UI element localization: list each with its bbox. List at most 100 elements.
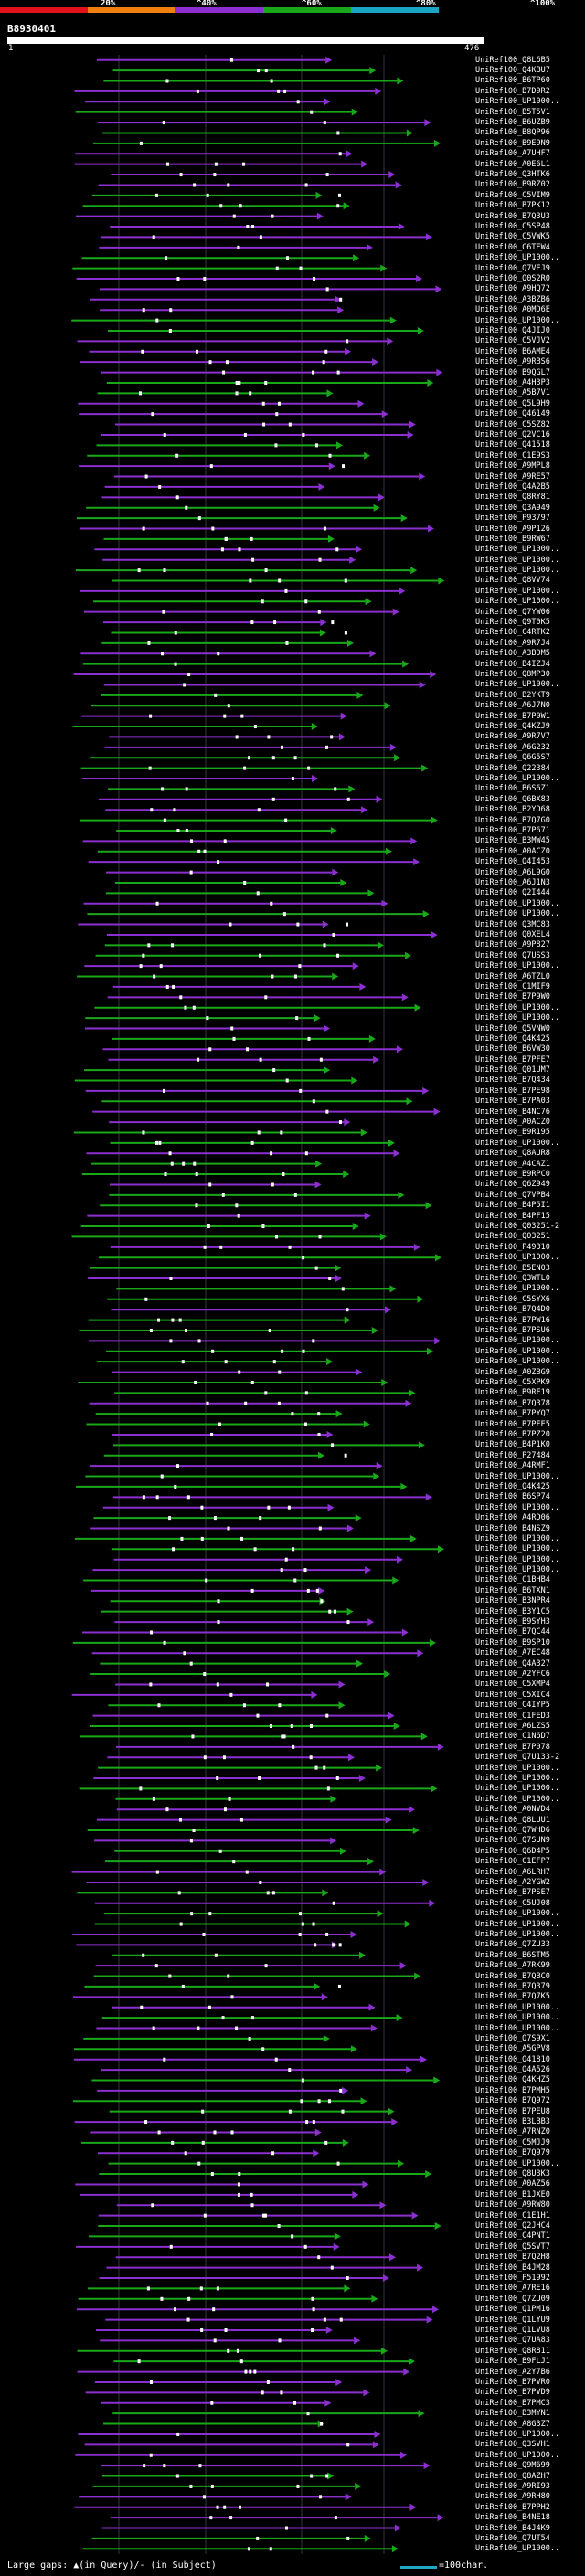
- hit-label[interactable]: UniRef100_B4NSZ9: [475, 1523, 550, 1533]
- hit-label[interactable]: UniRef100_B6VW30: [475, 1044, 550, 1055]
- hit-label[interactable]: UniRef100_B7Q379: [475, 1981, 550, 1991]
- hit-label[interactable]: UniRef100_UP1000..: [475, 2013, 560, 2023]
- hit-label[interactable]: UniRef100_B7PEU8: [475, 2106, 550, 2116]
- hit-label[interactable]: UniRef100_Q7VPB4: [475, 1190, 550, 1200]
- hit-label[interactable]: UniRef100_B3LBB3: [475, 2117, 550, 2127]
- hit-label[interactable]: UniRef100_B7Q2H8: [475, 2253, 550, 2263]
- hit-label[interactable]: UniRef100_B6STM5: [475, 1950, 550, 1960]
- hit-label[interactable]: UniRef100_Q6G5S7: [475, 753, 550, 763]
- hit-label[interactable]: UniRef100_Q7WHD6: [475, 1825, 550, 1835]
- hit-label[interactable]: UniRef100_B6TXN1: [475, 1585, 550, 1595]
- hit-label[interactable]: UniRef100_Q7SUN9: [475, 1836, 550, 1846]
- hit-label[interactable]: UniRef100_UP1000..: [475, 2158, 560, 2168]
- hit-label[interactable]: UniRef100_B7P078: [475, 1742, 550, 1752]
- hit-label[interactable]: UniRef100_Q7U133-2: [475, 1753, 560, 1763]
- hit-label[interactable]: UniRef100_UP1000..: [475, 1784, 560, 1794]
- hit-label[interactable]: UniRef100_UP1000..: [475, 1002, 560, 1012]
- hit-label[interactable]: UniRef100_Q7USS3: [475, 950, 550, 960]
- hit-label[interactable]: UniRef100_B9RZ02: [475, 180, 550, 190]
- hit-label[interactable]: UniRef100_A7RK99: [475, 1961, 550, 1971]
- hit-label[interactable]: UniRef100_C5XMP4: [475, 1680, 550, 1690]
- hit-label[interactable]: UniRef100_B4IZJ4: [475, 659, 550, 669]
- hit-label[interactable]: UniRef100_Q1PM16: [475, 2305, 550, 2315]
- hit-label[interactable]: UniRef100_UP1000..: [475, 1346, 560, 1356]
- hit-label[interactable]: UniRef100_A9HQ72: [475, 284, 550, 294]
- hit-label[interactable]: UniRef100_B3NPR4: [475, 1596, 550, 1606]
- hit-label[interactable]: UniRef100_A9R7V7: [475, 732, 550, 742]
- hit-label[interactable]: UniRef100_P51992: [475, 2274, 550, 2283]
- hit-label[interactable]: UniRef100_B3MW45: [475, 836, 550, 846]
- hit-label[interactable]: UniRef100_Q4KHZ5: [475, 2075, 550, 2085]
- hit-label[interactable]: UniRef100_C1N6D7: [475, 1732, 550, 1742]
- hit-label[interactable]: UniRef100_B7P9W0: [475, 992, 550, 1002]
- hit-label[interactable]: UniRef100_P27484: [475, 1450, 550, 1460]
- hit-label[interactable]: UniRef100_B3Y1C5: [475, 1606, 550, 1617]
- hit-label[interactable]: UniRef100_UP1000..: [475, 315, 560, 325]
- hit-label[interactable]: UniRef100_B7Q4D0: [475, 1305, 550, 1315]
- hit-label[interactable]: UniRef100_C5XIC4: [475, 1690, 550, 1700]
- hit-label[interactable]: UniRef100_C4RTK2: [475, 628, 550, 638]
- hit-label[interactable]: UniRef100_Q7ZU09: [475, 2294, 550, 2304]
- hit-label[interactable]: UniRef100_B9E9N9: [475, 138, 550, 148]
- hit-label[interactable]: UniRef100_B7PSU6: [475, 1325, 550, 1335]
- hit-label[interactable]: UniRef100_A0MD6E: [475, 305, 550, 315]
- hit-label[interactable]: UniRef100_B7PVR0: [475, 2377, 550, 2387]
- hit-label[interactable]: UniRef100_C4PNT1: [475, 2231, 550, 2242]
- hit-label[interactable]: UniRef100_Q22384: [475, 763, 550, 773]
- hit-label[interactable]: UniRef100_B7PVD9: [475, 2388, 550, 2398]
- hit-label[interactable]: UniRef100_UP1000..: [475, 2450, 560, 2460]
- hit-label[interactable]: UniRef100_Q41518: [475, 440, 550, 451]
- hit-label[interactable]: UniRef100_Q7VEJ9: [475, 263, 550, 273]
- hit-label[interactable]: UniRef100_UP1000..: [475, 253, 560, 263]
- hit-label[interactable]: UniRef100_Q7UT54: [475, 2533, 550, 2543]
- hit-label[interactable]: UniRef100_UP1000..: [475, 680, 560, 690]
- hit-label[interactable]: UniRef100_UP1000..: [475, 1929, 560, 1939]
- hit-label[interactable]: UniRef100_A6LRH7: [475, 1867, 550, 1877]
- hit-label[interactable]: UniRef100_A2Y7B6: [475, 2367, 550, 2377]
- hit-label[interactable]: UniRef100_UP1000..: [475, 1336, 560, 1346]
- hit-label[interactable]: UniRef100_A9RH80: [475, 2492, 550, 2502]
- hit-label[interactable]: UniRef100_B3MYN1: [475, 2409, 550, 2419]
- hit-label[interactable]: UniRef100_A6J7N0: [475, 701, 550, 711]
- hit-label[interactable]: UniRef100_UP1000..: [475, 97, 560, 107]
- hit-label[interactable]: UniRef100_A0NVD4: [475, 1805, 550, 1815]
- hit-label[interactable]: UniRef100_UP1000..: [475, 1253, 560, 1263]
- hit-label[interactable]: UniRef100_UP1000..: [475, 555, 560, 565]
- hit-label[interactable]: UniRef100_Q0S2R0: [475, 274, 550, 283]
- hit-label[interactable]: UniRef100_Q3SVH1: [475, 2440, 550, 2450]
- hit-label[interactable]: UniRef100_A0ACZ0: [475, 1118, 550, 1128]
- hit-label[interactable]: UniRef100_UP1000..: [475, 1138, 560, 1148]
- hit-label[interactable]: UniRef100_UP1000..: [475, 1794, 560, 1804]
- hit-label[interactable]: UniRef100_B5T5V1: [475, 107, 550, 117]
- hit-label[interactable]: UniRef100_UP1000..: [475, 1284, 560, 1294]
- hit-label[interactable]: UniRef100_B7PSE7: [475, 1888, 550, 1898]
- hit-label[interactable]: UniRef100_Q8R811: [475, 2346, 550, 2356]
- hit-label[interactable]: UniRef100_Q41810: [475, 2054, 550, 2064]
- hit-label[interactable]: UniRef100_UP1000..: [475, 2544, 560, 2554]
- hit-label[interactable]: UniRef100_Q4A327: [475, 1659, 550, 1669]
- hit-label[interactable]: UniRef100_C1EFP7: [475, 1857, 550, 1867]
- hit-label[interactable]: UniRef100_A6J1N3: [475, 877, 550, 887]
- hit-label[interactable]: UniRef100_Q4K425: [475, 1034, 550, 1044]
- hit-label[interactable]: UniRef100_A6LZS5: [475, 1722, 550, 1732]
- hit-label[interactable]: UniRef100_UP1000..: [475, 1471, 560, 1481]
- hit-label[interactable]: UniRef100_P93797: [475, 514, 550, 524]
- hit-label[interactable]: UniRef100_A3BDM5: [475, 649, 550, 659]
- hit-label[interactable]: UniRef100_A9RBS6: [475, 357, 550, 367]
- hit-label[interactable]: UniRef100_B1JXE0: [475, 2189, 550, 2200]
- hit-label[interactable]: UniRef100_C5UJ08: [475, 1898, 550, 1908]
- hit-label[interactable]: UniRef100_Q03251-2: [475, 1222, 560, 1232]
- hit-label[interactable]: UniRef100_B4P5I1: [475, 1201, 550, 1211]
- hit-label[interactable]: UniRef100_Q7ZU33: [475, 1940, 550, 1950]
- hit-label[interactable]: UniRef100_Q7S9X1: [475, 2033, 550, 2043]
- hit-label[interactable]: UniRef100_B7PK12: [475, 201, 550, 211]
- hit-label[interactable]: UniRef100_UP1000..: [475, 586, 560, 596]
- hit-label[interactable]: UniRef100_Q8RY81: [475, 493, 550, 503]
- hit-label[interactable]: UniRef100_UP1000..: [475, 2002, 560, 2012]
- hit-label[interactable]: UniRef100_UP1000..: [475, 1554, 560, 1564]
- hit-label[interactable]: UniRef100_B7P0W1: [475, 711, 550, 721]
- hit-label[interactable]: UniRef100_Q1LYU9: [475, 2315, 550, 2325]
- hit-label[interactable]: UniRef100_Q3A949: [475, 503, 550, 513]
- hit-label[interactable]: UniRef100_A2YFC6: [475, 1670, 550, 1680]
- hit-label[interactable]: UniRef100_B6SP74: [475, 1492, 550, 1502]
